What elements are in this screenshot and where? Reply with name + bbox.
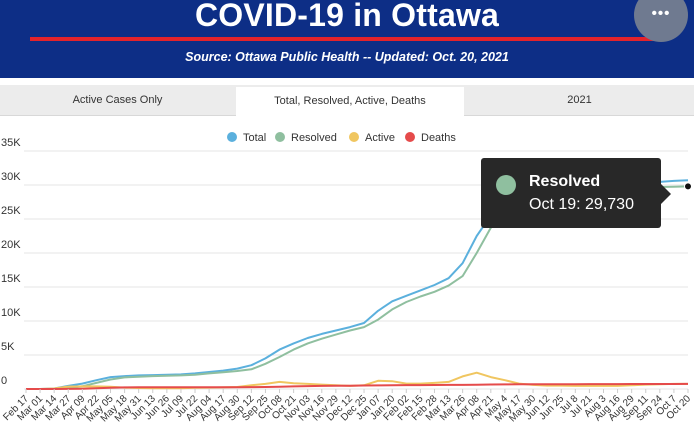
page-title: COVID-19 in Ottawa — [194, 0, 500, 33]
tab-2021[interactable]: 2021 — [567, 94, 592, 106]
legend-label-deaths: Deaths — [421, 132, 456, 144]
y-tick-label: 35K — [1, 137, 21, 149]
legend-swatch-total — [227, 132, 237, 142]
legend-swatch-deaths — [405, 132, 415, 142]
y-axis: 0 5K 10K 15K 20K 25K 30K 35K — [1, 137, 21, 387]
y-tick-label: 30K — [1, 171, 21, 183]
y-tick-label: 25K — [1, 205, 21, 217]
tab-active-cases-only[interactable]: Active Cases Only — [72, 94, 163, 106]
chart-grid — [24, 150, 688, 390]
app-header: COVID-19 in Ottawa Source: Ottawa Public… — [0, 0, 694, 78]
chart-legend: Total Resolved Active Deaths — [227, 132, 456, 144]
y-tick-label: 15K — [1, 273, 21, 285]
y-tick-label: 0 — [1, 375, 7, 387]
y-tick-label: 20K — [1, 239, 21, 251]
y-tick-label: 10K — [1, 307, 21, 319]
tooltip-series-name: Resolved — [529, 173, 601, 190]
tab-total-resolved-active-deaths[interactable]: Total, Resolved, Active, Deaths — [236, 87, 464, 116]
hover-point-marker — [684, 182, 692, 191]
chart-tooltip: Resolved Oct 19: 29,730 — [481, 158, 671, 228]
chart-tabs: Active Cases Only Total, Resolved, Activ… — [0, 85, 694, 116]
legend-swatch-active — [349, 132, 359, 142]
tooltip-series-swatch — [496, 175, 516, 195]
legend-swatch-resolved — [275, 132, 285, 142]
tooltip-point-value: Oct 19: 29,730 — [529, 196, 634, 213]
series-line-deaths — [26, 382, 689, 390]
legend-label-total: Total — [243, 132, 266, 144]
more-options-button[interactable]: ••• — [634, 0, 688, 42]
y-tick-label: 5K — [1, 341, 15, 353]
title-underline — [30, 37, 658, 41]
source-subtitle: Source: Ottawa Public Health -- Updated:… — [185, 50, 509, 64]
tooltip-caret — [661, 184, 671, 204]
legend-label-active: Active — [365, 132, 395, 144]
legend-label-resolved: Resolved — [291, 132, 337, 144]
more-dots-icon: ••• — [651, 5, 671, 22]
